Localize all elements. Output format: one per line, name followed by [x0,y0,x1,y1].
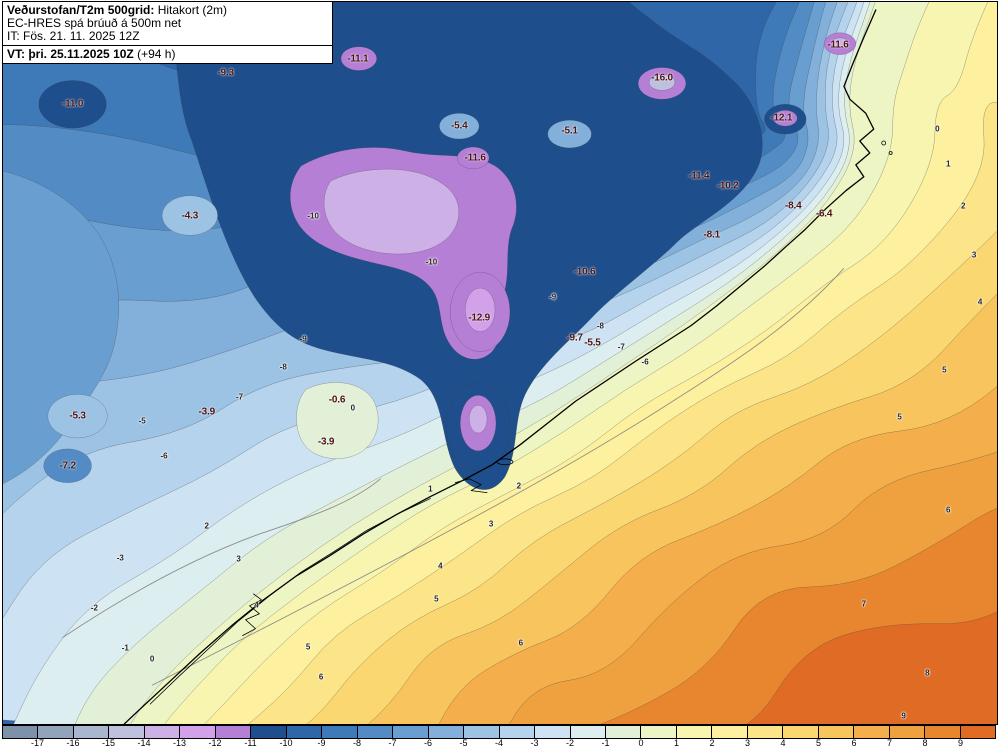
warm-valley-pocket [547,119,592,149]
colorbar-swatch [604,726,641,738]
colorbar-tick: -12 [208,738,222,748]
colorbar-swatch [427,726,464,738]
colorbar-swatch [711,726,747,738]
colorbar-swatch [959,726,996,738]
colorbar-tick: -11 [244,738,257,748]
warm-pocket-west [47,394,108,439]
valid-time-line: VT: þri. 25.11.2025 10Z (+94 h) [3,45,332,61]
lavender-cold-core [323,168,460,255]
valid-time: VT: þri. 25.11.2025 10Z [7,47,134,61]
cold-spot-core [831,37,849,48]
init-time: IT: Fös. 21. 11. 2025 12Z [7,29,140,43]
colorbar-swatch [37,726,73,738]
colorbar-swatch [321,726,357,738]
colorbar-swatch [179,726,215,738]
colorbar-swatch [782,726,818,738]
west-light-region [3,170,120,484]
title-line-1: Veðurstofan/T2m 500grid: Hitakort (2m) [7,4,324,17]
colorbar-tick: -1 [601,738,610,748]
colorbar-swatch [72,726,109,738]
colorbar-swatch [285,726,322,738]
colorbar-tick: 4 [780,738,786,748]
colorbar-tick: 1 [673,738,680,748]
colorbar-swatch [569,726,605,738]
colorbar-swatch [675,726,712,738]
coastline [123,9,877,724]
colorbar-swatch [498,726,535,738]
colorbar-swatch [853,726,889,738]
headland-detail [242,593,262,637]
colorbar-swatch [640,726,676,738]
colorbar-swatch [143,726,180,738]
colorbar-tick: -7 [388,738,397,748]
map-area: 0 1 2 3 4 5 5 6 7 8 9 1 2 3 4 5 6 4 5 6 3 2 0 -10 -10 -9 -8 -7 -6 -5-… [2,1,998,725]
colorbar-swatch [924,726,960,738]
cold-pocket-west [43,448,92,483]
colorbar-tick: -3 [530,738,539,748]
colorbar-swatch [746,726,783,738]
colorbar-tick: -5 [459,738,468,748]
colorbar-tick: 2 [709,738,715,748]
colorbar-swatch [888,726,925,738]
colorbar-tick: 7 [886,738,893,748]
colorbar-tick: -14 [137,738,151,748]
colorbar-tick: -2 [565,738,575,748]
glacier-cap-core [468,404,488,434]
map-subtitle: Hitakort (2m) [154,3,228,17]
model-info: EC-HRES spá brúuð á 500m net [7,16,182,30]
colorbar-tick: -9 [317,738,326,748]
colorbar-swatch [3,726,38,738]
cold-spot-core [773,110,798,127]
colorbar-swatch [214,726,251,738]
colorbar-swatch [356,726,393,738]
colorbar-tick: 6 [851,738,857,748]
colorbar-tick: -6 [423,738,433,748]
colorbar-swatch [108,726,144,738]
warm-valley-pocket [161,195,218,236]
purple-pocket-core [464,287,496,332]
colorbar-swatch [250,726,286,738]
colorbar-tick: -8 [352,738,362,748]
colorbar-swatch [534,726,570,738]
ring-road [151,267,845,686]
coastal-lagoon-line [149,498,431,705]
spit-detail [454,478,488,493]
temperature-colorbar [2,725,996,739]
colorbar-swatch [817,726,854,738]
warm-valley-pocket [439,112,480,140]
secondary-road [62,478,382,638]
cold-spot-core [648,74,676,91]
lagoon [496,458,514,466]
coast-and-roads [62,9,893,724]
colorbar-ticks: -17 -16 -15 -14 -13 -12 -11 -10 -9 -8 -7 -6 -5 -4 -3 -2… [2,739,996,748]
colorbar-tick: -13 [172,738,187,748]
colorbar-tick: 9 [957,738,964,748]
isoband-plus-9 [746,611,997,724]
map-title-box: Veðurstofan/T2m 500grid: Hitakort (2m) E… [3,2,333,64]
colorbar-tick: -17 [30,738,45,748]
colorbar-tick: -16 [66,738,80,748]
colorbar-tick: 5 [815,738,822,748]
colorbar-tick: 3 [744,738,751,748]
cold-spot-west [38,80,107,129]
colorbar-tick: 8 [922,738,928,748]
cold-spot [457,146,490,170]
cold-spot [340,46,377,71]
map-title: Veðurstofan/T2m 500grid: [7,3,155,17]
colorbar-tick: -10 [279,738,293,748]
mild-valley-tongue [296,382,379,459]
colorbar-swatch [392,726,428,738]
temperature-contour-map [3,2,997,724]
forecast-offset: (+94 h) [133,47,176,61]
islet [888,151,893,155]
colorbar-swatch [463,726,499,738]
colorbar-tick: 0 [638,738,644,748]
cold-core-features [3,2,857,490]
colorbar-tick: -4 [494,738,504,748]
colorbar-tick: -15 [101,738,116,748]
islet [881,140,887,146]
